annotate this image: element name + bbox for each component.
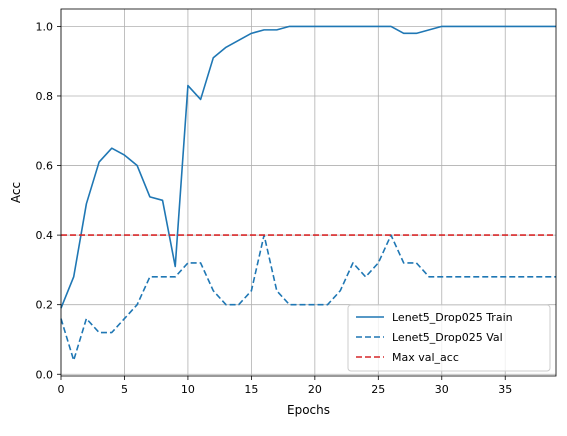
x-tick-label: 0: [58, 383, 65, 396]
plot-frame: [60, 8, 557, 377]
x-tick-label: 35: [498, 383, 512, 396]
x-tick-label: 25: [371, 383, 385, 396]
legend-label-0: Lenet5_Drop025 Train: [392, 311, 513, 324]
y-axis-label: Acc: [9, 182, 23, 203]
y-tick-label: 0.2: [36, 299, 54, 312]
legend-items: Lenet5_Drop025 Train Lenet5_Drop025 Val Ma…: [356, 311, 513, 364]
legend: Lenet5_Drop025 Train Lenet5_Drop025 Val Ma…: [347, 304, 551, 372]
x-tick-label: 5: [121, 383, 128, 396]
y-tick-label: 0.8: [36, 90, 54, 103]
legend-label-2: Max val_acc: [392, 351, 459, 364]
x-tick-label: 30: [435, 383, 449, 396]
x-tick-label: 20: [308, 383, 322, 396]
series-line-1: [60, 234, 556, 362]
y-tick-label: 0.4: [36, 229, 54, 242]
legend-label-1: Lenet5_Drop025 Val: [392, 331, 503, 344]
plot-series: [60, 25, 556, 362]
y-tick-label: 0.6: [36, 160, 54, 173]
x-axis-ticks: 0 5 10 15 20 25 30 35: [58, 376, 512, 396]
y-axis-ticks: 0.0 0.2 0.4 0.6 0.8 1.0: [36, 20, 61, 381]
x-tick-label: 15: [244, 383, 258, 396]
x-axis-label: Epochs: [287, 403, 330, 417]
series-line-0: [60, 25, 556, 309]
legend-box: [347, 304, 551, 372]
y-tick-label: 0.0: [36, 368, 54, 381]
x-tick-label: 10: [181, 383, 195, 396]
y-tick-label: 1.0: [36, 20, 54, 33]
